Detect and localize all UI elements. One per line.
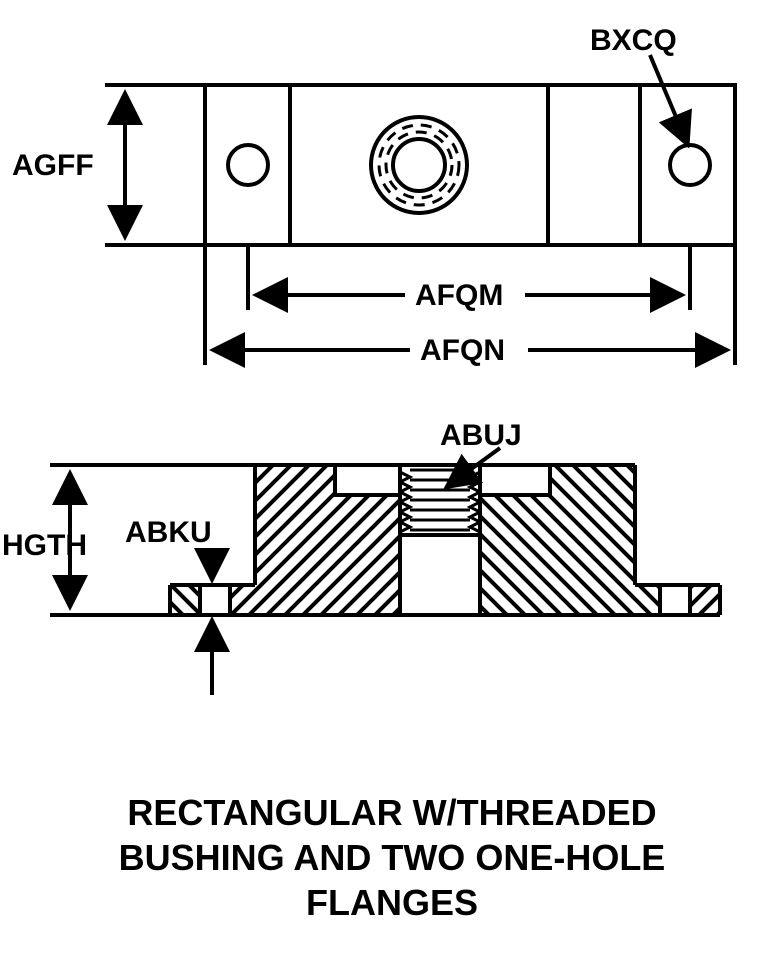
thread [400, 465, 480, 535]
dim-afqm: AFQM [248, 245, 690, 312]
top-view [205, 85, 735, 245]
drawing-title: RECTANGULAR W/THREADED BUSHING AND TWO O… [0, 790, 784, 925]
label-abuj: ABUJ [440, 419, 522, 452]
section-view [150, 450, 740, 635]
label-agff: AGFF [12, 149, 94, 182]
dim-agff: AGFF [12, 85, 205, 245]
title-line-2: BUSHING AND TWO ONE-HOLE [0, 835, 784, 880]
label-bxcq: BXCQ [590, 24, 677, 57]
label-hgth: HGTH [2, 529, 87, 562]
label-afqm: AFQM [415, 279, 503, 312]
label-afqn: AFQN [420, 334, 505, 367]
label-abku: ABKU [125, 516, 212, 549]
title-line-3: FLANGES [0, 880, 784, 925]
title-line-1: RECTANGULAR W/THREADED [0, 790, 784, 835]
engineering-drawing: AGFF BXCQ AFQM AFQN [0, 0, 784, 780]
